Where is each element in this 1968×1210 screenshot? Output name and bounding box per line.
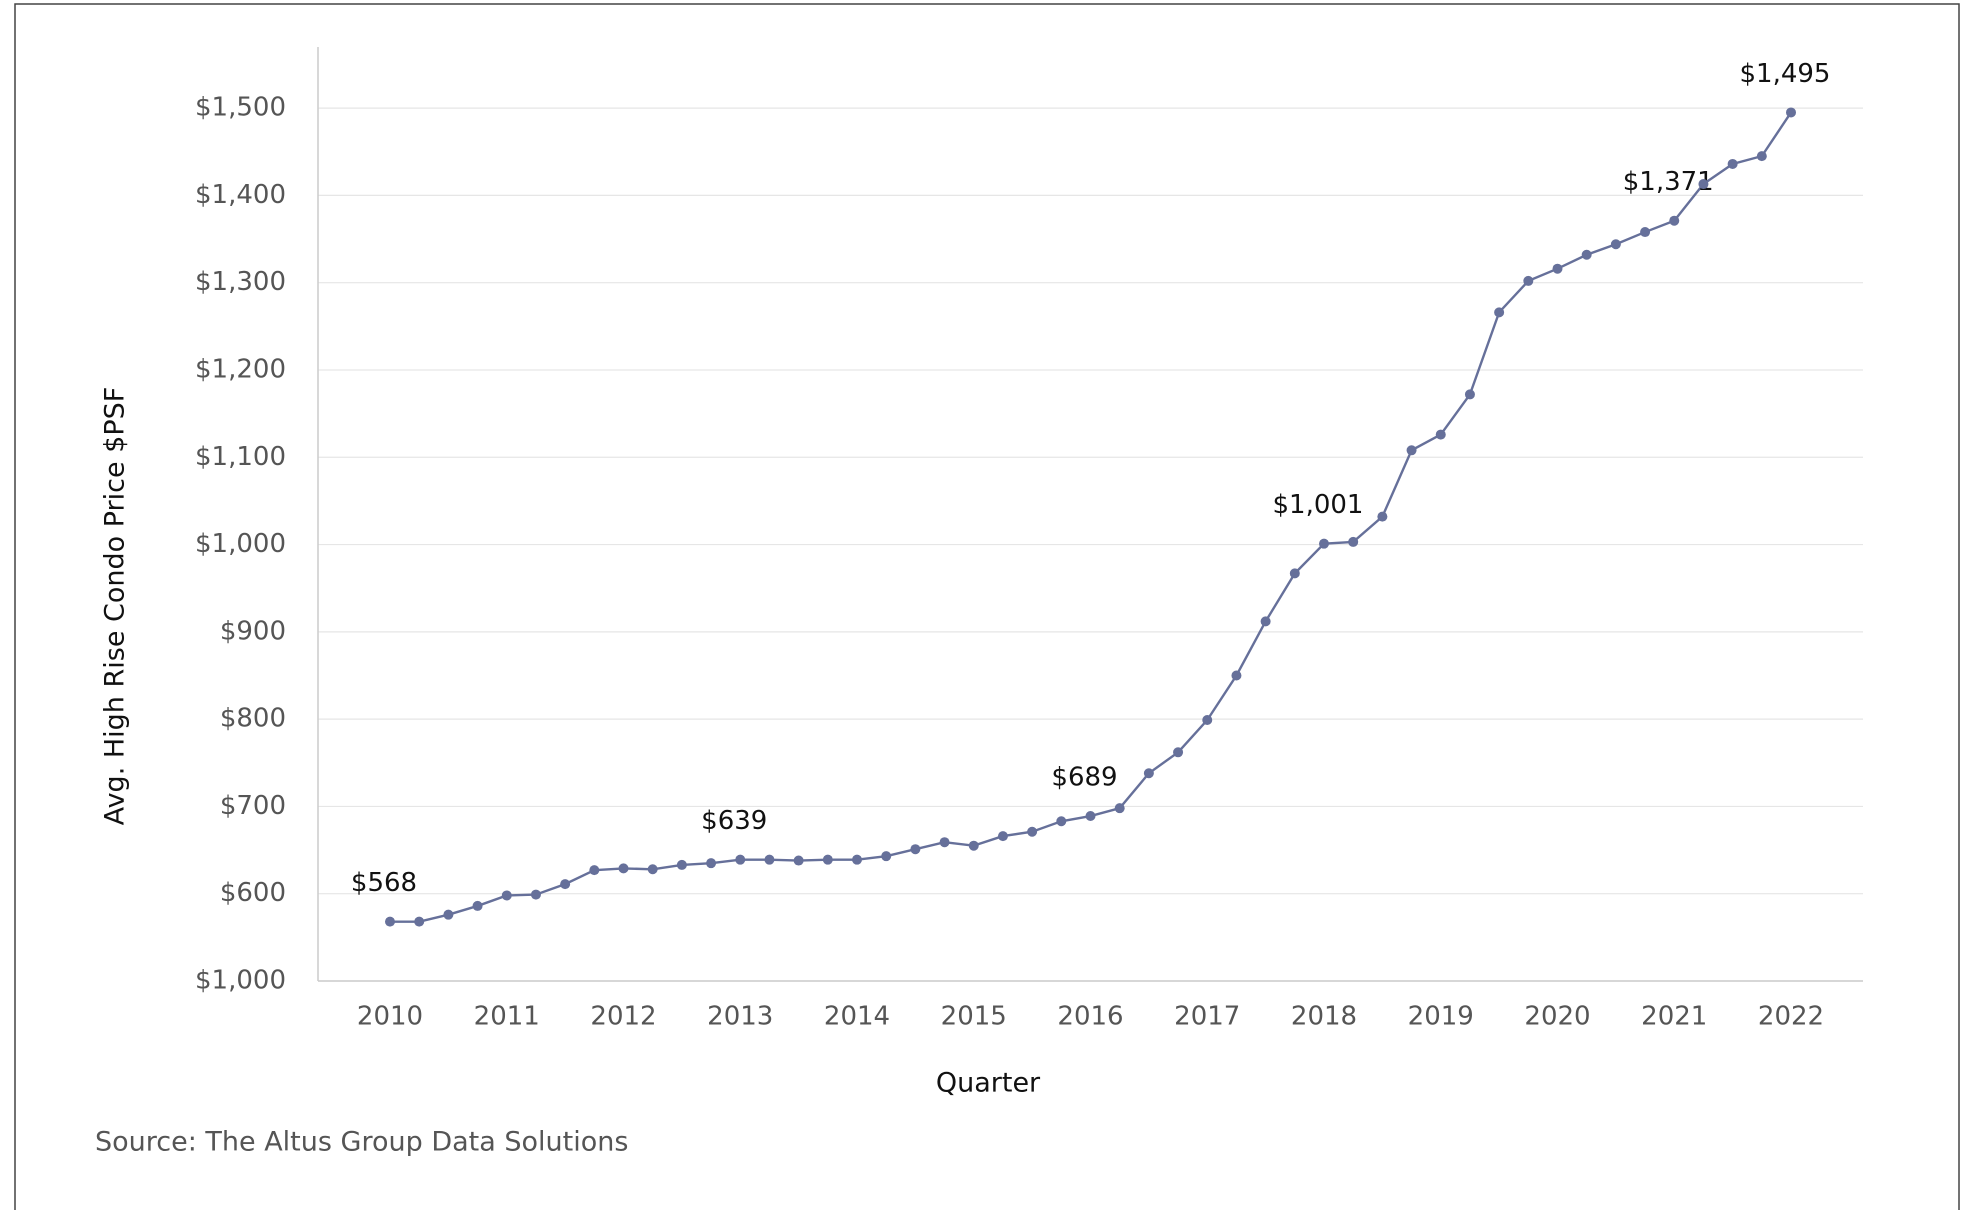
point [501, 890, 512, 901]
x-tick-label: 2018 [1291, 1002, 1357, 1032]
point [968, 840, 979, 851]
point [910, 844, 921, 855]
point [1756, 151, 1767, 162]
value-label: $1,495 [1740, 59, 1831, 89]
y-tick-label: $900 [220, 616, 286, 646]
point [939, 837, 950, 848]
point [706, 858, 717, 869]
y-tick-label: $1,500 [195, 93, 286, 123]
x-tick-label: 2016 [1057, 1002, 1123, 1032]
y-tick-label: $600 [220, 878, 286, 908]
point [647, 864, 658, 875]
point [618, 863, 629, 874]
value-label: $568 [351, 868, 417, 898]
point [852, 854, 862, 865]
y-tick-label: $1,400 [195, 180, 286, 210]
point [1056, 816, 1067, 827]
point [443, 909, 454, 920]
point [1377, 511, 1388, 522]
line [390, 111, 1792, 923]
point [530, 889, 541, 900]
point [1231, 670, 1242, 681]
point [1581, 249, 1592, 260]
point [764, 854, 775, 865]
point [1289, 568, 1300, 579]
x-tick-label: 2012 [590, 1002, 656, 1032]
y-tick-label: $1,200 [195, 354, 286, 384]
point [1669, 215, 1680, 226]
source-note: Source: The Altus Group Data Solutions [95, 1127, 628, 1158]
y-tick-label: $1,000 [195, 529, 286, 559]
point [1698, 179, 1709, 190]
frame [14, 3, 1960, 1210]
point [1114, 803, 1125, 814]
point [676, 859, 687, 870]
point [1727, 158, 1738, 169]
x-tick-label: 2022 [1758, 1002, 1824, 1032]
point [997, 831, 1008, 842]
y-tick-label: $1,000 [195, 966, 286, 996]
point [1464, 389, 1475, 400]
x-tick-label: 2014 [824, 1002, 890, 1032]
point [1173, 747, 1184, 758]
point [1640, 227, 1651, 238]
x-tick-label: 2017 [1174, 1002, 1240, 1032]
point [1786, 107, 1796, 118]
point [881, 851, 892, 862]
point [1523, 275, 1534, 286]
value-label: $689 [1051, 763, 1117, 793]
point [1143, 768, 1154, 779]
y-axis-title: Avg. High Rise Condo Price $PSF [100, 387, 131, 826]
point [735, 854, 746, 865]
value-label: $1,001 [1273, 490, 1364, 520]
point [1202, 715, 1213, 726]
point [1027, 826, 1038, 837]
x-tick-label: 2015 [941, 1002, 1007, 1032]
x-tick-label: 2020 [1524, 1002, 1590, 1032]
point [1348, 536, 1359, 547]
x-axis-title: Quarter [936, 1068, 1041, 1099]
point [589, 865, 600, 876]
point [822, 854, 833, 865]
x-tick-label: 2010 [357, 1002, 423, 1032]
x-tick-label: 2013 [707, 1002, 773, 1032]
point [1494, 307, 1505, 318]
point [1085, 811, 1096, 822]
point [560, 879, 571, 890]
point [1552, 263, 1563, 274]
point [1610, 239, 1621, 250]
y-tick-label: $1,300 [195, 267, 286, 297]
point [414, 916, 425, 927]
point [1406, 445, 1417, 456]
x-tick-label: 2019 [1408, 1002, 1474, 1032]
point [1260, 616, 1271, 627]
x-tick-label: 2011 [474, 1002, 540, 1032]
y-tick-label: $1,100 [195, 442, 286, 472]
y-tick-label: $700 [220, 791, 286, 821]
point [385, 916, 395, 927]
point [793, 855, 804, 866]
y-tick-label: $800 [220, 704, 286, 734]
x-tick-label: 2021 [1641, 1002, 1707, 1032]
point [1319, 538, 1329, 549]
point [1435, 429, 1446, 440]
value-label: $1,371 [1623, 167, 1714, 197]
point [472, 900, 483, 911]
value-label: $639 [701, 806, 767, 836]
